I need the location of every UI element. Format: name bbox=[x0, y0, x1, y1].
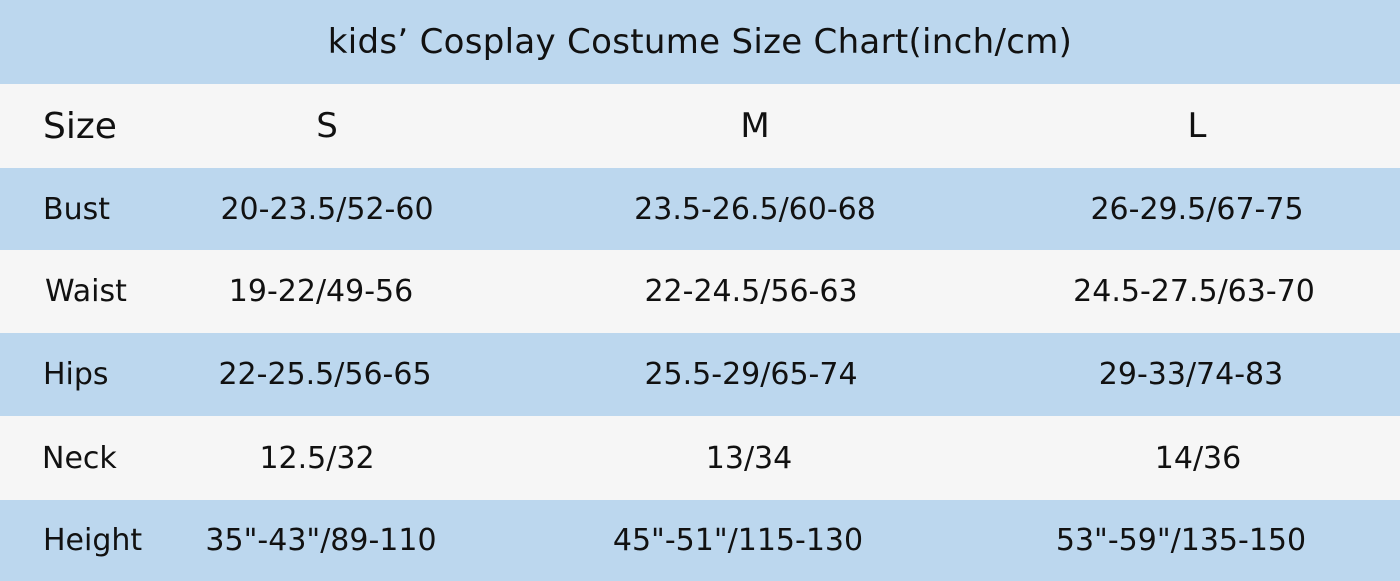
cell-m: 22-24.5/56-63 bbox=[644, 274, 858, 309]
cell-l: 53"-59"/135-150 bbox=[1055, 523, 1307, 558]
row-label: Waist bbox=[45, 274, 127, 309]
table-row-hips: Hips 22-25.5/56-65 25.5-29/65-74 29-33/7… bbox=[0, 333, 1400, 416]
header-label: Size bbox=[43, 105, 117, 147]
table-row-neck: Neck 12.5/32 13/34 14/36 bbox=[0, 416, 1400, 500]
cell-l: 24.5-27.5/63-70 bbox=[1073, 274, 1315, 309]
cell-m: 13/34 bbox=[705, 440, 793, 476]
cell-l: 14/36 bbox=[1154, 440, 1242, 476]
row-label: Hips bbox=[43, 357, 109, 392]
cell-s: 22-25.5/56-65 bbox=[218, 357, 432, 392]
cell-s: 12.5/32 bbox=[259, 440, 375, 476]
chart-title: kids’ Cosplay Costume Size Chart(inch/cm… bbox=[0, 0, 1400, 84]
cell-s: 35"-43"/89-110 bbox=[205, 523, 437, 558]
header-row: Size S M L bbox=[0, 84, 1400, 168]
header-size-m: M bbox=[740, 106, 770, 146]
row-label: Neck bbox=[42, 440, 117, 476]
header-size-l: L bbox=[1187, 106, 1207, 146]
table-row-height: Height 35"-43"/89-110 45"-51"/115-130 53… bbox=[0, 500, 1400, 581]
cell-s: 19-22/49-56 bbox=[228, 274, 414, 309]
table-row-bust: Bust 20-23.5/52-60 23.5-26.5/60-68 26-29… bbox=[0, 168, 1400, 250]
cell-m: 45"-51"/115-130 bbox=[612, 523, 864, 558]
row-label: Bust bbox=[43, 191, 110, 227]
cell-m: 25.5-29/65-74 bbox=[644, 357, 858, 392]
header-size-s: S bbox=[316, 106, 338, 146]
row-label: Height bbox=[43, 523, 143, 558]
cell-l: 26-29.5/67-75 bbox=[1090, 191, 1304, 227]
table-row-waist: Waist 19-22/49-56 22-24.5/56-63 24.5-27.… bbox=[0, 250, 1400, 333]
cell-m: 23.5-26.5/60-68 bbox=[634, 191, 876, 227]
cell-s: 20-23.5/52-60 bbox=[220, 191, 434, 227]
cell-l: 29-33/74-83 bbox=[1098, 357, 1284, 392]
